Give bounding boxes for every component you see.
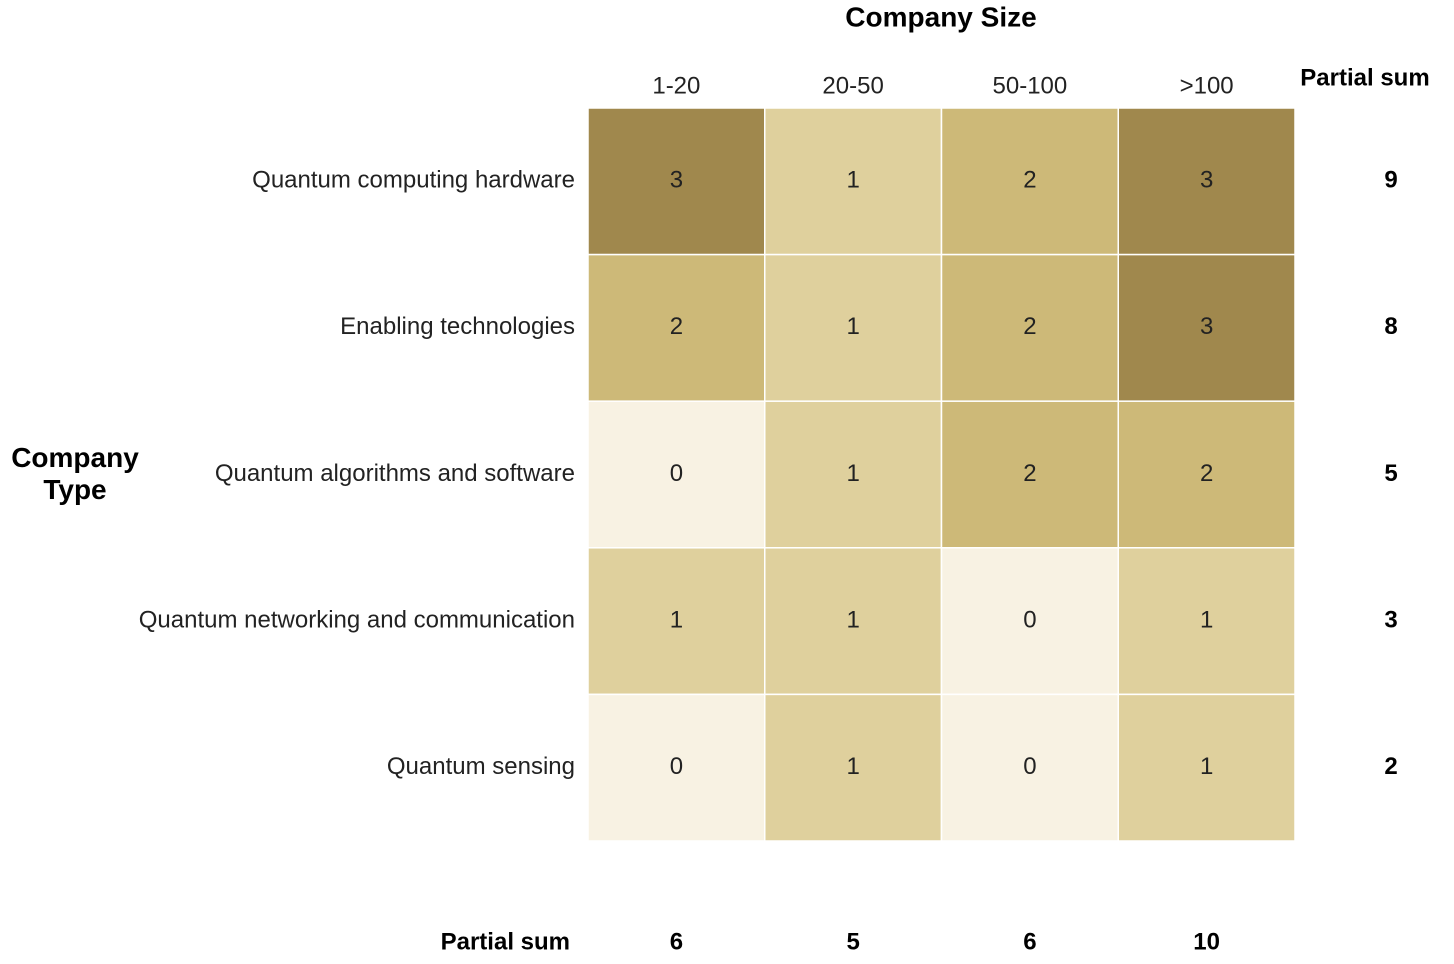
heatmap-cell xyxy=(764,400,943,549)
heatmap-cell xyxy=(587,547,766,696)
cell-label: 3 xyxy=(670,167,683,194)
cell-label: 0 xyxy=(1023,606,1036,633)
heatmap-cell xyxy=(940,547,1119,696)
cell-label: 3 xyxy=(1200,313,1213,340)
heatmap-cell xyxy=(587,253,766,402)
y-tick-label: Quantum computing hardware xyxy=(252,167,575,194)
col-sum: 10 xyxy=(1193,928,1220,955)
y-axis-label: Company Type xyxy=(11,442,139,505)
col-sum-header: Partial sum xyxy=(441,928,570,955)
cell-label: 1 xyxy=(1200,753,1213,780)
row-sum: 2 xyxy=(1384,753,1397,780)
cell-label: 1 xyxy=(846,606,859,633)
col-sum: 6 xyxy=(670,928,683,955)
heatmap-cell xyxy=(1117,253,1296,402)
cell-label: 1 xyxy=(670,606,683,633)
x-tick-label: 1-20 xyxy=(652,72,700,99)
cell-label: 2 xyxy=(1023,460,1036,487)
heatmap-cell xyxy=(587,693,766,842)
row-sum: 9 xyxy=(1384,167,1397,194)
heatmap-cell xyxy=(764,107,943,256)
cell-label: 2 xyxy=(1200,460,1213,487)
heatmap-cell xyxy=(1117,693,1296,842)
heatmap-cell xyxy=(764,253,943,402)
heatmap-cell xyxy=(764,547,943,696)
chart-title: Company Size xyxy=(845,1,1036,32)
heatmap-cell xyxy=(764,693,943,842)
x-tick-label: 50-100 xyxy=(993,72,1068,99)
cell-label: 1 xyxy=(846,167,859,194)
cell-label: 1 xyxy=(846,313,859,340)
cell-label: 1 xyxy=(846,460,859,487)
heatmap-cell xyxy=(1117,547,1296,696)
cell-label: 3 xyxy=(1200,167,1213,194)
cell-label: 2 xyxy=(1023,167,1036,194)
row-sum: 8 xyxy=(1384,313,1397,340)
cell-label: 0 xyxy=(670,460,683,487)
y-tick-label: Quantum algorithms and software xyxy=(215,460,575,487)
cell-label: 0 xyxy=(670,753,683,780)
x-tick-label: >100 xyxy=(1180,72,1234,99)
heatmap-cell xyxy=(940,693,1119,842)
cell-label: 2 xyxy=(670,313,683,340)
row-sum: 5 xyxy=(1384,460,1397,487)
cell-label: 1 xyxy=(1200,606,1213,633)
row-sum: 3 xyxy=(1384,606,1397,633)
col-sum: 5 xyxy=(846,928,859,955)
heatmap-cell xyxy=(1117,107,1296,256)
x-tick-label: 20-50 xyxy=(822,72,883,99)
y-tick-label: Quantum networking and communication xyxy=(139,606,575,633)
col-sum: 6 xyxy=(1023,928,1036,955)
cell-label: 2 xyxy=(1023,313,1036,340)
y-tick-label: Enabling technologies xyxy=(340,313,575,340)
cell-label: 1 xyxy=(846,753,859,780)
cell-label: 0 xyxy=(1023,753,1036,780)
heatmap-cell xyxy=(587,107,766,256)
y-tick-label: Quantum sensing xyxy=(387,753,575,780)
row-sum-header: Partial sum xyxy=(1300,64,1429,91)
heatmap-cell xyxy=(940,107,1119,256)
heatmap-cell xyxy=(1117,400,1296,549)
